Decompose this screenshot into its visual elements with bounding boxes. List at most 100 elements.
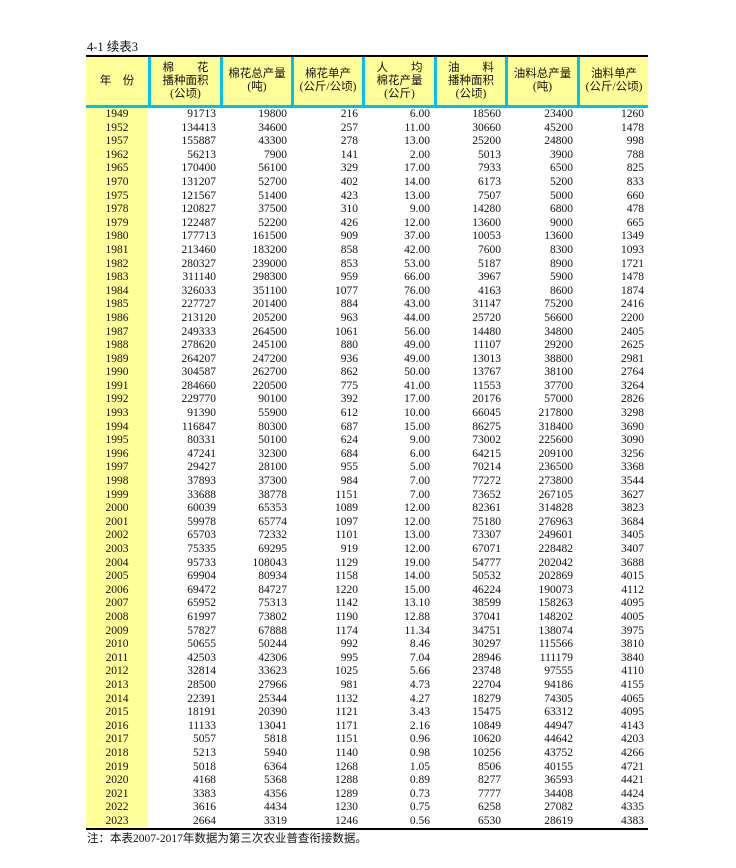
value-cell: 77272 (472, 475, 501, 488)
value-cell: 3298 (621, 407, 644, 420)
value-cell: 4266 (621, 746, 644, 759)
year-cell: 2019 (86, 760, 148, 775)
value-cell: 30297 (472, 638, 501, 651)
value-cell: 37041 (472, 610, 501, 623)
table-row: 1999 33688 38778 1151 7.00 73652 267105 3627 (86, 488, 648, 503)
value-cell: 66.00 (404, 271, 430, 284)
value-cell: 5200 (550, 175, 573, 188)
value-cell: 278 (340, 135, 358, 148)
value-cell: 7.00 (409, 475, 430, 488)
table-row: 1980 177713 161500 909 37.00 10053 13600 1349 (86, 230, 648, 244)
value-cell: 12.00 (404, 515, 430, 528)
value-cell: 54777 (472, 556, 501, 569)
year-cell: 2016 (86, 719, 148, 734)
value-cell: 161500 (252, 230, 288, 243)
value-cell: 25200 (472, 135, 501, 148)
value-cell: 687 (340, 420, 358, 433)
value-cell: 56100 (258, 162, 287, 175)
value-cell: 1151 (335, 733, 358, 746)
value-cell: 38800 (544, 352, 573, 365)
value-cell: 18191 (187, 706, 216, 719)
value-cell: 63312 (544, 706, 573, 719)
value-cell: 22704 (472, 678, 501, 691)
value-cell: 8600 (550, 284, 573, 297)
value-cell: 4434 (264, 801, 287, 814)
value-cell: 1349 (621, 230, 644, 243)
year-cell: 1980 (86, 230, 148, 244)
value-cell: 955 (340, 461, 358, 474)
value-cell: 209100 (538, 447, 574, 460)
value-cell: 170400 (181, 162, 217, 175)
table-row: 1992 229770 90100 392 17.00 20176 57000 2826 (86, 393, 648, 408)
value-cell: 44.00 (404, 311, 430, 324)
value-cell: 7900 (264, 148, 287, 161)
value-cell: 4110 (621, 665, 644, 678)
value-cell: 44947 (544, 719, 573, 732)
value-cell: 116847 (181, 420, 216, 433)
year-cell: 2015 (86, 706, 148, 720)
value-cell: 992 (340, 638, 358, 651)
value-cell: 1289 (335, 787, 358, 800)
value-cell: 788 (626, 148, 644, 161)
value-cell: 276963 (538, 515, 574, 528)
value-cell: 7777 (478, 787, 501, 800)
value-cell: 44642 (544, 733, 573, 746)
value-cell: 56213 (187, 148, 216, 161)
value-cell: 12.00 (404, 543, 430, 555)
value-cell: 264500 (252, 325, 288, 338)
value-cell: 775 (340, 379, 358, 392)
value-cell: 202869 (538, 570, 574, 583)
value-cell: 24800 (544, 135, 573, 148)
value-cell: 5013 (478, 148, 501, 161)
value-cell: 12.88 (404, 610, 430, 623)
year-cell: 1999 (86, 488, 148, 503)
value-cell: 1129 (335, 556, 358, 569)
value-cell: 25720 (472, 311, 501, 324)
table-row: 1988 278620 245100 880 49.00 11107 29200 2625 (86, 339, 648, 353)
value-cell: 5057 (193, 733, 216, 746)
value-cell: 177713 (181, 230, 217, 243)
value-cell: 50532 (472, 570, 501, 583)
value-cell: 5000 (550, 189, 573, 202)
value-cell: 65353 (258, 502, 287, 515)
value-cell: 20390 (258, 706, 287, 719)
value-cell: 3.43 (409, 706, 430, 719)
year-cell: 2005 (86, 570, 148, 584)
value-cell: 155887 (181, 135, 217, 148)
value-cell: 4356 (264, 787, 287, 800)
value-cell: 50.00 (404, 366, 430, 379)
value-cell: 1077 (335, 284, 358, 297)
value-cell: 3264 (621, 379, 644, 392)
value-cell: 45200 (544, 121, 573, 134)
value-cell: 38599 (472, 597, 501, 610)
value-cell: 1174 (335, 624, 358, 637)
value-cell: 2664 (193, 814, 216, 827)
value-cell: 257 (340, 121, 358, 134)
value-cell: 20176 (472, 393, 501, 406)
value-cell: 46224 (472, 583, 501, 596)
year-cell: 2007 (86, 597, 148, 611)
value-cell: 122487 (181, 216, 217, 229)
value-cell: 27082 (544, 801, 573, 814)
value-cell: 4383 (621, 814, 644, 827)
value-cell: 9.00 (409, 203, 430, 216)
table-row: 1949 91713 19800 216 6.00 18560 23400 1260 (86, 108, 648, 122)
year-cell: 1970 (86, 175, 148, 190)
year-cell: 2022 (86, 801, 148, 815)
value-cell: 8.46 (409, 638, 430, 651)
table-row: 1978 120827 37500 310 9.00 14280 6800 478 (86, 203, 648, 217)
value-cell: 37300 (258, 475, 287, 488)
value-cell: 3684 (621, 515, 644, 528)
value-cell: 11107 (473, 339, 501, 352)
value-cell: 3256 (621, 447, 644, 460)
value-cell: 91713 (187, 108, 216, 120)
table-row: 2001 59978 65774 1097 12.00 75180 276963 3684 (86, 515, 648, 530)
value-cell: 31147 (472, 298, 501, 311)
value-cell: 3407 (621, 543, 644, 555)
value-cell: 43.00 (404, 298, 430, 311)
value-cell: 236500 (538, 461, 574, 474)
value-cell: 4112 (621, 583, 644, 596)
value-cell: 1093 (621, 243, 644, 256)
header-cotton-output: 棉花总产量 (吨) (220, 57, 291, 105)
value-cell: 9.00 (409, 434, 430, 447)
